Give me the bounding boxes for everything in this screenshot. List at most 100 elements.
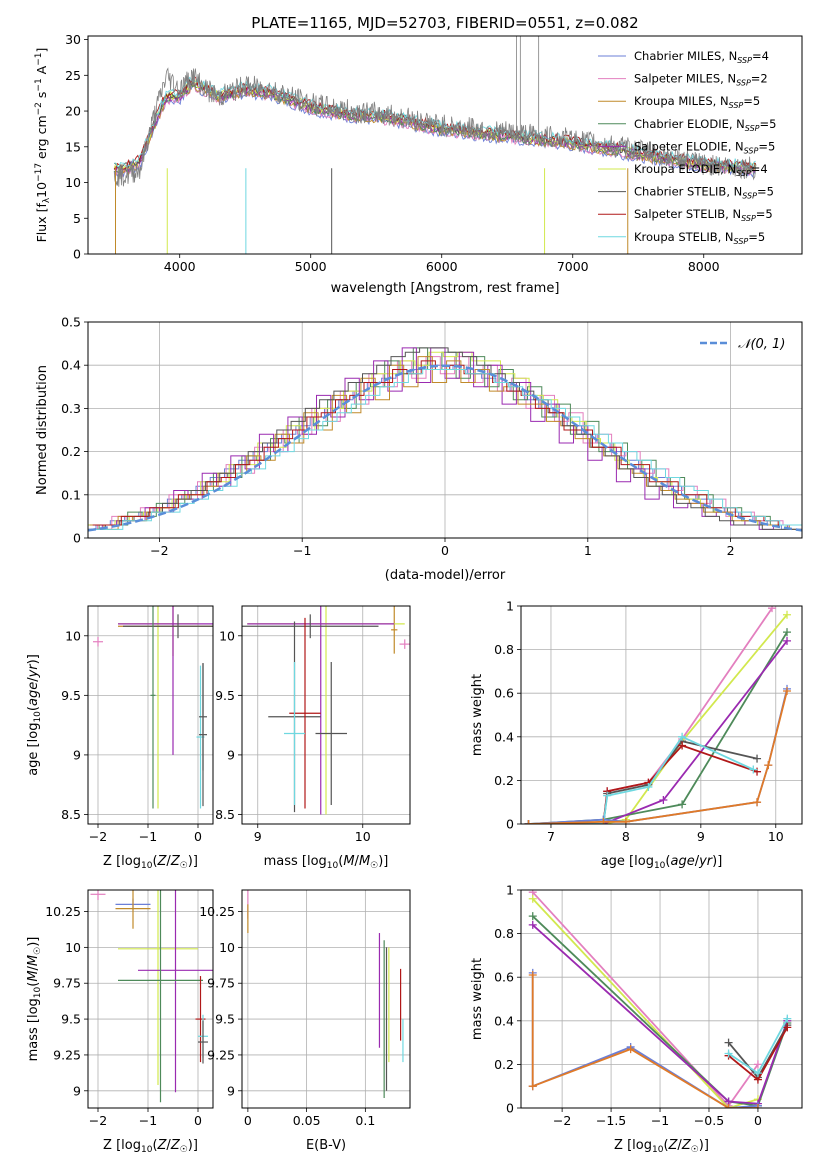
y-tick-label: 0.6 <box>494 970 514 985</box>
y-tick-label: 30 <box>65 32 81 47</box>
mass-weight-marker <box>783 610 792 619</box>
y-tick-label: 9.75 <box>207 976 235 991</box>
x-tick-label: 7000 <box>557 259 589 274</box>
mass-weight-marker <box>678 741 687 750</box>
panel-mass_vs_Z: −2 −1 0 9 9.25 9.5 9.75 10 10.25 Z [log10(Z/Z☉)] m… <box>26 889 214 1155</box>
plot-area <box>88 890 213 1108</box>
mass-weight-marker <box>528 971 537 980</box>
mass-weight-marker <box>528 894 537 903</box>
x-tick-label: 5000 <box>295 259 327 274</box>
panel-age_vs_Z: −2 −1 0 8.5 9 9.5 10 Z [log10(Z/Z☉)] age [log10(… <box>26 605 214 871</box>
x-tick-label: −1.5 <box>596 1113 626 1128</box>
y-tick-label: 0.1 <box>61 487 81 502</box>
legend-label: Kroupa STELIB, NSSP=5 <box>634 230 765 246</box>
mass-weight-line <box>528 690 788 824</box>
legend-label: Salpeter MILES, NSSP=2 <box>634 72 768 88</box>
x-tick-label: 10 <box>355 829 371 844</box>
plot-area <box>521 606 802 824</box>
plot-area <box>521 890 802 1108</box>
x-tick-label: 0 <box>194 829 202 844</box>
y-tick-label: 0.5 <box>61 315 81 330</box>
axes-frame <box>241 889 411 1109</box>
mass-weight-marker <box>528 920 537 929</box>
histogram-step-line <box>91 347 802 530</box>
y-tick-label: 1 <box>506 883 514 898</box>
histogram-step-line <box>89 356 802 530</box>
mass-weight-marker <box>528 1082 537 1091</box>
x-tick-label: −0.5 <box>694 1113 724 1128</box>
axes-frame <box>520 889 803 1109</box>
y-axis-label: Flux [fλ10−17 erg cm−2 s−1 A−1] <box>34 48 52 243</box>
y-tick-label: 9.5 <box>61 1012 81 1027</box>
y-tick-label: 0.3 <box>61 401 81 416</box>
legend-label: 𝒩(0, 1) <box>738 337 785 352</box>
plot-area <box>242 606 410 824</box>
x-tick-label: 9 <box>254 829 262 844</box>
legend-label: Chabrier MILES, NSSP=4 <box>634 49 769 65</box>
x-tick-label: 6000 <box>426 259 458 274</box>
y-tick-label: 10.25 <box>199 904 235 919</box>
plot-area <box>242 890 410 1108</box>
x-tick-label: 0 <box>441 543 449 558</box>
mass-weight-marker <box>753 1060 762 1069</box>
y-tick-label: 0.2 <box>494 1057 514 1072</box>
legend-label: Chabrier ELODIE, NSSP=5 <box>634 117 776 133</box>
mass-weight-marker <box>621 817 630 824</box>
panel-massweight_vs_age: 7 8 9 10 0 0.2 0.4 0.6 0.8 1 age [log10(age/yr)] ma… <box>470 599 803 871</box>
x-tick-label: 0 <box>754 1113 762 1128</box>
y-tick-label: 0.4 <box>494 1013 514 1028</box>
y-tick-label: 0 <box>506 817 514 832</box>
axes-frame <box>241 605 411 825</box>
histogram-step-line <box>88 351 801 530</box>
x-tick-label: −2 <box>553 1113 571 1128</box>
y-tick-label: 0.8 <box>494 642 514 657</box>
x-tick-label: 0 <box>194 1113 202 1128</box>
y-axis-label: mass weight <box>470 674 485 756</box>
mass-weight-marker <box>783 1023 792 1032</box>
mass-weight-marker <box>524 820 533 824</box>
y-axis-label: mass [log10(M/M☉)] <box>26 937 43 1062</box>
y-tick-label: 0.8 <box>494 926 514 941</box>
legend-label: Kroupa ELODIE, NSSP=4 <box>634 162 768 178</box>
y-tick-label: 0 <box>73 531 81 546</box>
panel-residuals: −2 −1 0 1 2 0 0.1 0.2 0.3 0.4 0.5 (data-model)/erro… <box>35 315 803 583</box>
y-tick-label: 9.75 <box>53 976 81 991</box>
y-tick-label: 0.4 <box>61 358 81 373</box>
y-tick-label: 9.25 <box>53 1047 81 1062</box>
axes-frame <box>87 889 214 1109</box>
y-tick-label: 9 <box>73 747 81 762</box>
y-axis-label: age [log10(age/yr)] <box>26 654 43 776</box>
y-tick-label: 10 <box>65 175 81 190</box>
mass-weight-marker <box>626 1045 635 1054</box>
y-tick-label: 10 <box>65 628 81 643</box>
mass-weight-marker <box>603 791 612 800</box>
y-tick-label: 9 <box>73 1083 81 1098</box>
legend-label: Salpeter STELIB, NSSP=5 <box>634 207 773 223</box>
y-tick-label: 10 <box>65 940 81 955</box>
x-tick-label: 10 <box>768 829 784 844</box>
y-tick-label: 8.5 <box>61 807 81 822</box>
x-tick-label: −1 <box>293 543 311 558</box>
legend-label: Kroupa MILES, NSSP=5 <box>634 94 760 110</box>
x-tick-label: −1 <box>139 1113 157 1128</box>
y-tick-label: 10 <box>219 940 235 955</box>
mass-weight-marker <box>753 1104 762 1108</box>
x-axis-label: Z [log10(Z/Z☉)] <box>614 1138 709 1155</box>
mass-weight-marker <box>749 765 758 774</box>
y-tick-label: 0.6 <box>494 686 514 701</box>
mass-weight-marker <box>599 817 608 824</box>
x-tick-label: −2 <box>89 829 107 844</box>
panel-spectrum: 4000 5000 6000 7000 8000 0 5 10 15 20 25 30 waveleng… <box>34 32 803 296</box>
x-tick-label: 8000 <box>688 259 720 274</box>
mass-weight-marker <box>528 912 537 921</box>
mass-weight-line <box>532 924 789 1105</box>
mass-weight-marker <box>783 628 792 637</box>
y-tick-label: 10 <box>219 628 235 643</box>
histogram-step-line <box>92 360 802 526</box>
plot-area <box>88 322 802 538</box>
x-axis-label: (data-model)/error <box>385 568 506 583</box>
x-tick-label: −2 <box>150 543 168 558</box>
y-tick-label: 0 <box>73 247 81 262</box>
mass-weight-line <box>528 640 788 824</box>
histogram-step-line <box>88 347 802 530</box>
